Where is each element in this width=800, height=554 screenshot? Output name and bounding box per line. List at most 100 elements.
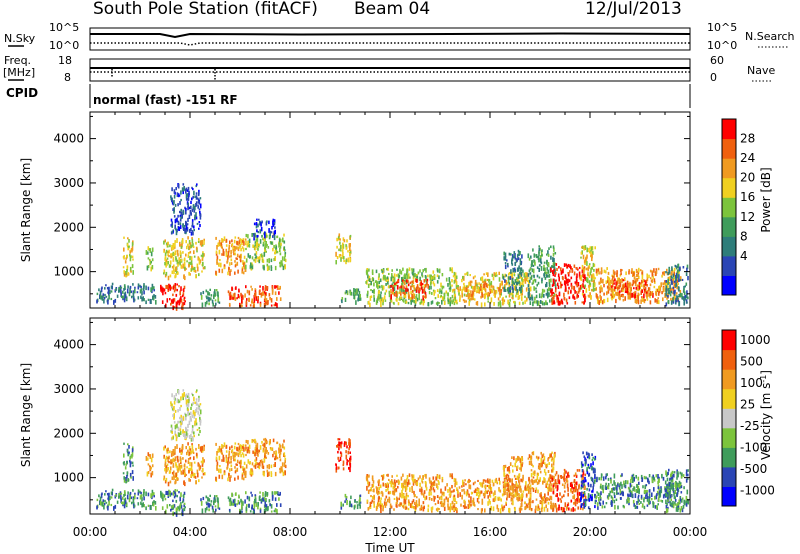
scatter-cell — [181, 243, 183, 248]
scatter-cell — [193, 396, 195, 402]
scatter-cell — [583, 301, 585, 305]
scatter-cell — [560, 298, 563, 302]
scatter-cell — [511, 465, 514, 468]
colorbar-tick-label: 12 — [740, 210, 755, 224]
scatter-cell — [685, 272, 688, 276]
scatter-cell — [415, 294, 418, 299]
scatter-cell — [412, 299, 414, 303]
scatter-cell — [147, 286, 150, 291]
scatter-cell — [240, 239, 243, 244]
scatter-cell — [172, 457, 175, 462]
scatter-cell — [407, 499, 410, 503]
scatter-cell — [228, 302, 231, 306]
scatter-cell — [171, 393, 173, 398]
scatter-cell — [338, 233, 341, 237]
scatter-cell — [275, 453, 277, 458]
scatter-cell — [210, 500, 213, 503]
scatter-cell — [486, 490, 489, 495]
scatter-cell — [566, 302, 569, 305]
scatter-cell — [192, 267, 195, 271]
scatter-cell — [619, 281, 622, 286]
scatter-cell — [482, 492, 485, 496]
scatter-cell — [204, 472, 206, 476]
scatter-cell — [537, 281, 540, 285]
scatter-cell — [282, 265, 285, 271]
scatter-cell — [626, 290, 629, 294]
scatter-cell — [540, 492, 542, 497]
scatter-cell — [234, 466, 236, 469]
scatter-cell — [162, 497, 164, 502]
scatter-cell — [259, 289, 261, 292]
scatter-cell — [507, 265, 509, 268]
scatter-cell — [430, 487, 432, 492]
scatter-cell — [496, 286, 499, 290]
scatter-cell — [344, 500, 346, 503]
scatter-cell — [461, 278, 463, 283]
scatter-cell — [532, 500, 534, 504]
scatter-cell — [262, 241, 265, 245]
scatter-cell — [455, 281, 458, 286]
scatter-cell — [517, 456, 520, 461]
scatter-cell — [142, 285, 145, 290]
scatter-cell — [110, 491, 113, 495]
scatter-cell — [490, 281, 493, 286]
scatter-cell — [670, 278, 672, 282]
scatter-cell — [124, 260, 127, 264]
scatter-cell — [679, 279, 681, 282]
scatter-cell — [247, 459, 250, 464]
scatter-cell — [377, 482, 380, 487]
scatter-cell — [337, 438, 339, 441]
scatter-cell — [599, 282, 601, 285]
scatter-cell — [221, 474, 224, 480]
scatter-cell — [447, 489, 449, 493]
scatter-cell — [127, 478, 130, 482]
scatter-cell — [223, 457, 225, 462]
scatter-cell — [254, 495, 257, 500]
scatter-cell — [652, 276, 654, 280]
scatter-cell — [175, 510, 178, 514]
scatter-cell — [401, 299, 404, 302]
scatter-cell — [385, 501, 388, 506]
freq-label-line2: [MHz] — [3, 66, 35, 79]
scatter-cell — [120, 498, 122, 504]
scatter-cell — [511, 483, 514, 488]
scatter-cell — [197, 191, 200, 197]
scatter-cell — [177, 399, 180, 404]
scatter-cell — [145, 300, 147, 305]
scatter-cell — [410, 290, 412, 295]
scatter-cell — [186, 466, 188, 469]
scatter-cell — [564, 276, 567, 279]
scatter-cell — [533, 300, 536, 304]
scatter-cell — [436, 495, 439, 498]
scatter-cell — [205, 501, 208, 504]
scatter-cell — [405, 485, 408, 491]
scatter-cell — [251, 256, 254, 260]
scatter-cell — [283, 256, 286, 262]
scatter-cell — [510, 269, 512, 274]
scatter-cell — [613, 274, 615, 279]
scatter-cell — [473, 285, 476, 290]
scatter-cell — [257, 299, 259, 304]
scatter-cell — [183, 508, 186, 512]
scatter-cell — [494, 273, 497, 278]
scatter-cell — [401, 490, 403, 494]
scatter-cell — [219, 242, 222, 247]
scatter-cell — [412, 280, 415, 284]
scatter-cell — [449, 473, 451, 478]
scatter-cell — [550, 483, 552, 487]
scatter-cell — [256, 218, 258, 221]
scatter-cell — [276, 250, 279, 254]
scatter-cell — [169, 287, 172, 291]
scatter-cell — [603, 292, 605, 296]
scatter-cell — [265, 298, 268, 303]
scatter-cell — [345, 496, 348, 499]
scatter-cell — [195, 192, 198, 195]
scatter-cell — [595, 287, 597, 291]
scatter-cell — [442, 285, 445, 289]
scatter-cell — [186, 433, 189, 438]
scatter-cell — [171, 244, 173, 250]
scatter-cell — [198, 406, 200, 411]
scatter-cell — [193, 255, 196, 258]
scatter-cell — [114, 298, 117, 303]
scatter-cell — [182, 288, 185, 293]
